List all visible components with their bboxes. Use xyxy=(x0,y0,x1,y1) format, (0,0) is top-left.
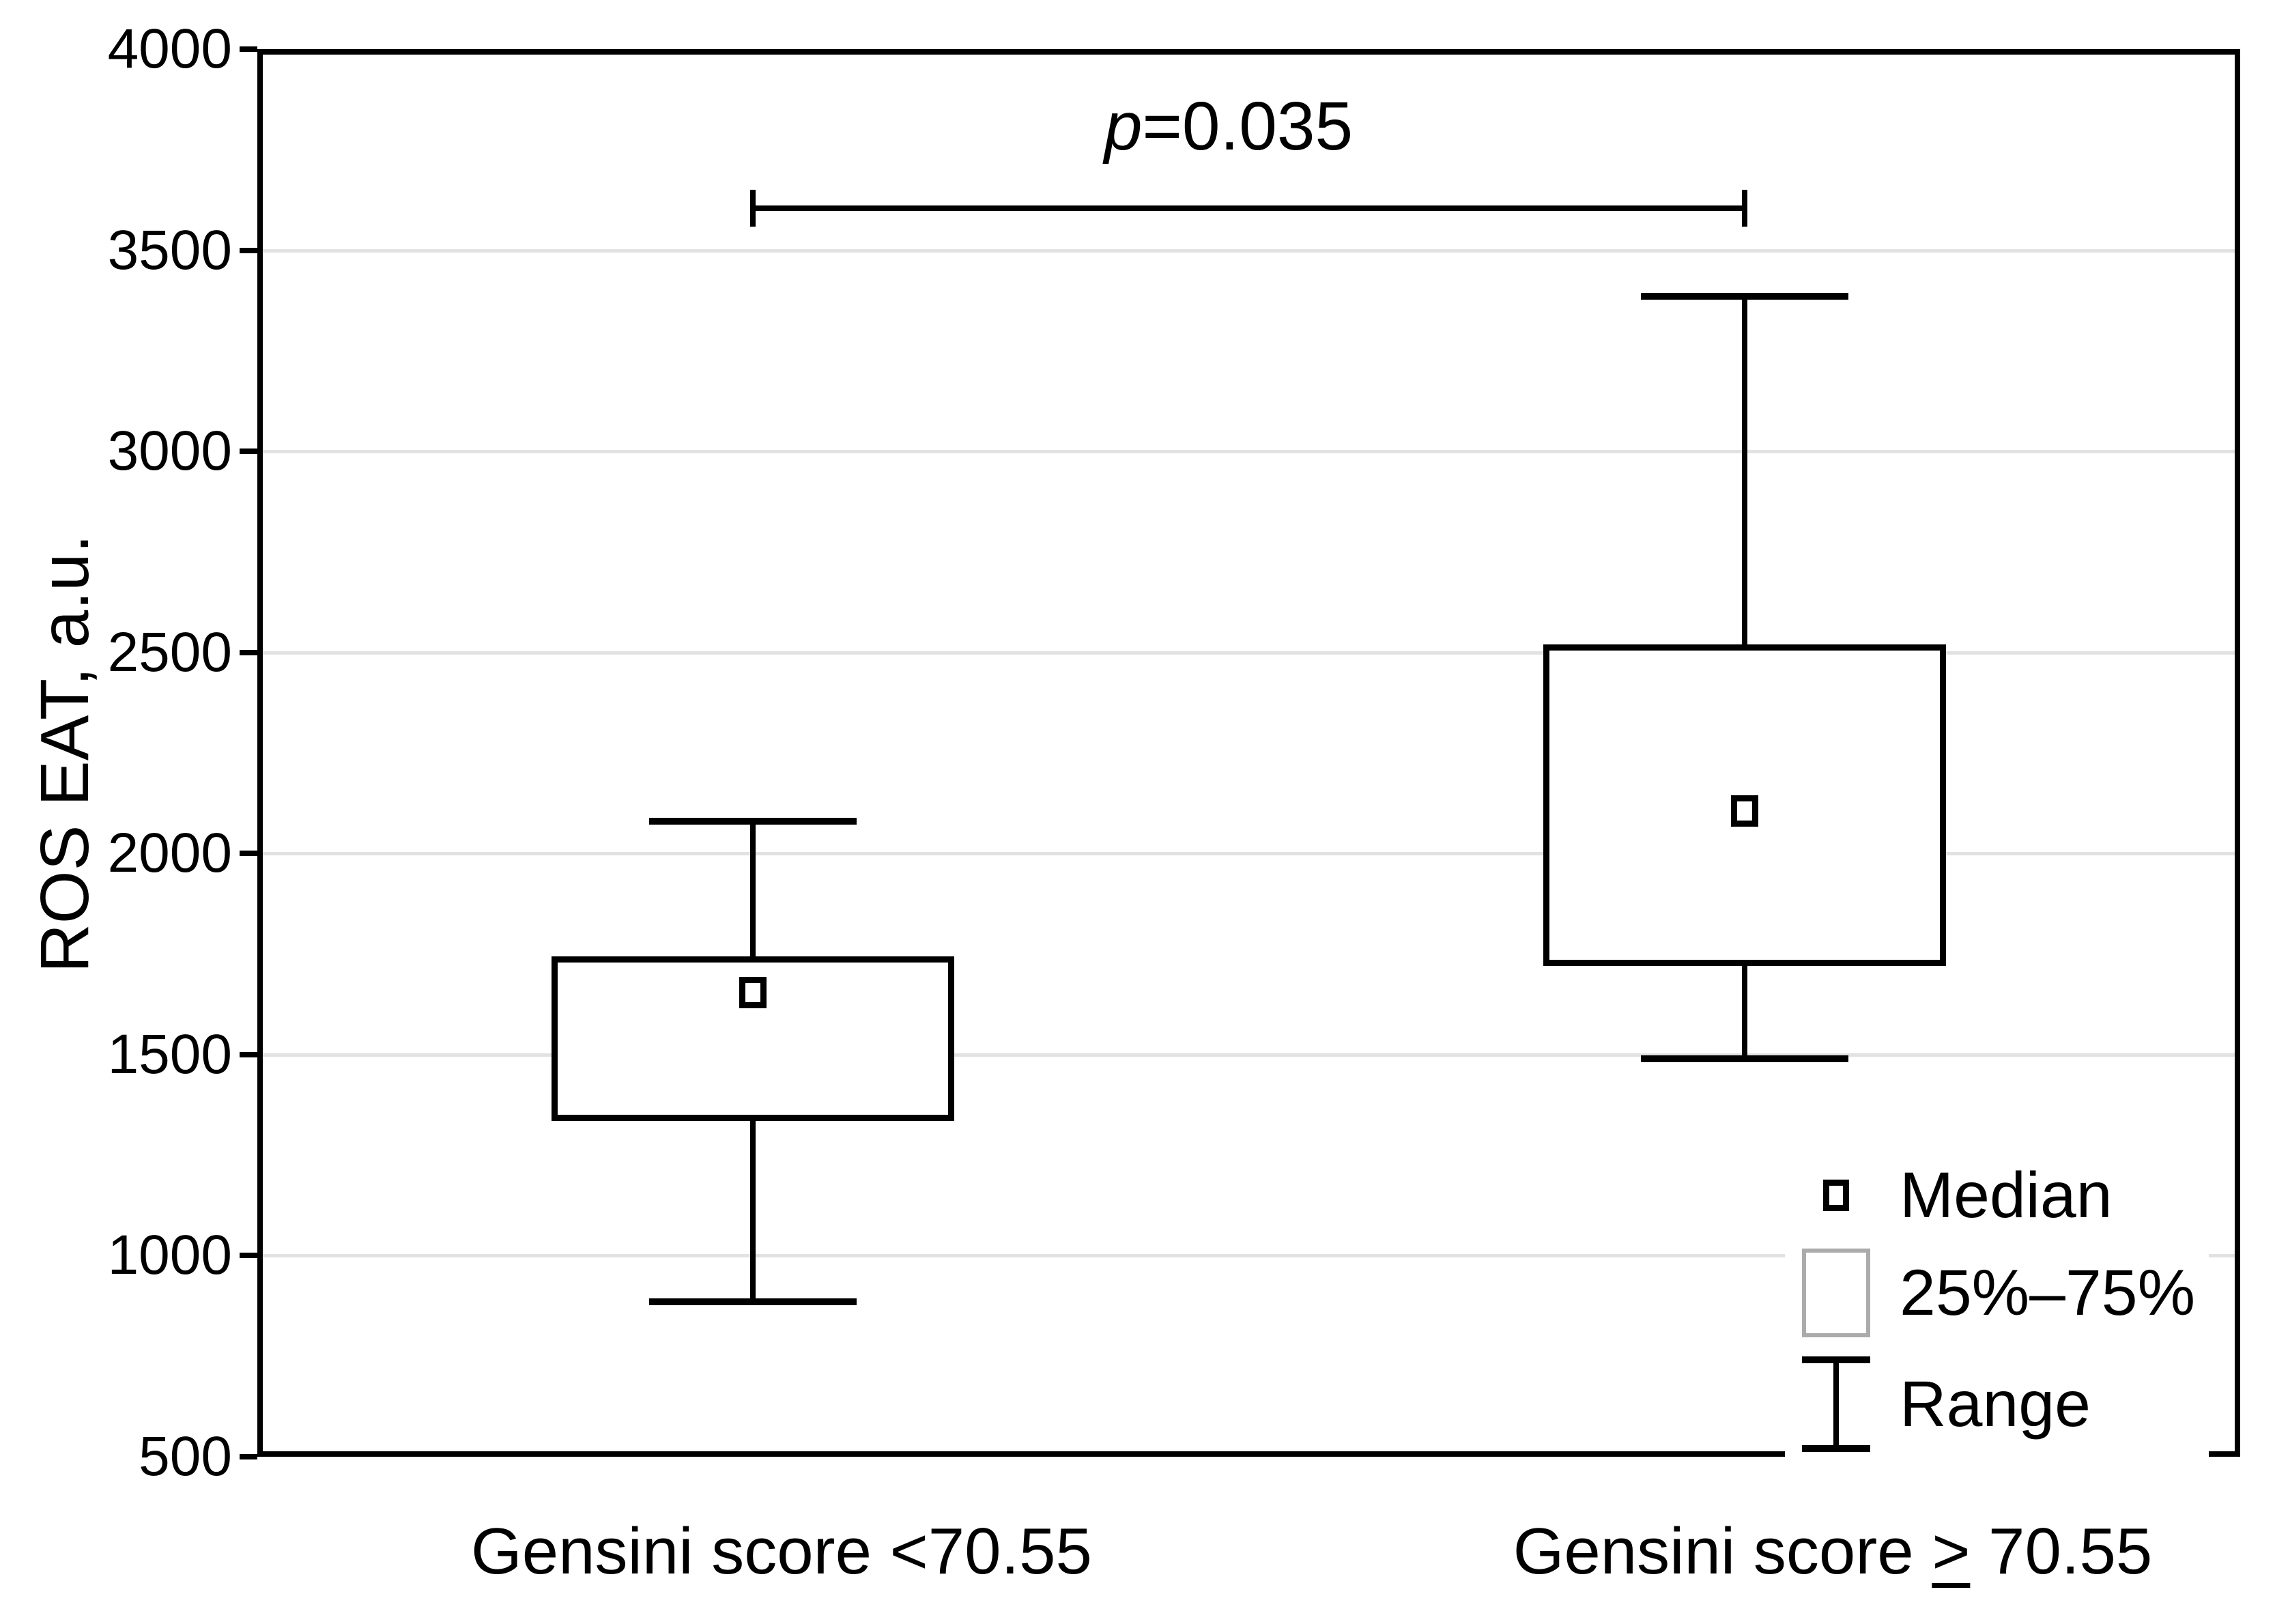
range-whisker-icon xyxy=(1802,1356,1870,1452)
significance-bracket-line xyxy=(753,205,1745,211)
series-0-lower-whisker xyxy=(750,1121,756,1302)
legend-label-range: Range xyxy=(1900,1368,2091,1440)
legend-label-median: Median xyxy=(1900,1159,2113,1231)
significance-bracket-right-tick xyxy=(1741,189,1747,227)
iqr-square-icon xyxy=(1802,1249,1870,1337)
y-tick-label-1000: 1000 xyxy=(107,1224,232,1287)
y-tick-500 xyxy=(240,1454,257,1459)
x-category-label-low: Gensini score <70.55 xyxy=(471,1515,1092,1588)
series-0-min-cap xyxy=(649,1298,857,1306)
y-tick-label-500: 500 xyxy=(139,1425,232,1487)
legend-label-iqr: 25%–75% xyxy=(1900,1257,2196,1329)
range-icon-line xyxy=(1833,1356,1839,1452)
series-1-upper-whisker xyxy=(1741,296,1747,644)
p-value-text: =0.035 xyxy=(1142,88,1354,165)
series-1-median-marker xyxy=(1730,795,1758,827)
y-tick-3000 xyxy=(240,448,257,455)
range-icon-bottom-cap xyxy=(1802,1445,1870,1452)
median-square-icon xyxy=(1823,1180,1849,1211)
y-tick-2500 xyxy=(240,649,257,655)
p-value-annotation: p=0.035 xyxy=(1104,87,1353,166)
gridline-3500 xyxy=(257,248,2240,253)
x-category-label-high-prefix: Gensini score xyxy=(1513,1515,1932,1588)
y-tick-label-4000: 4000 xyxy=(107,18,232,80)
median-marker-icon xyxy=(1823,1180,1849,1211)
series-0-upper-whisker xyxy=(750,821,756,956)
y-tick-label-3000: 3000 xyxy=(107,420,232,483)
series-0-max-cap xyxy=(649,818,857,825)
x-category-label-high-suffix: 70.55 xyxy=(1970,1515,2153,1588)
iqr-box-icon xyxy=(1802,1249,1870,1337)
legend: Median 25%–75% Range xyxy=(1785,1155,2209,1458)
y-tick-4000 xyxy=(240,46,257,52)
y-tick-label-2500: 2500 xyxy=(107,621,232,683)
series-1-max-cap xyxy=(1640,293,1848,300)
greater-equal-symbol: > xyxy=(1932,1515,1971,1588)
p-value-symbol: p xyxy=(1104,88,1143,165)
gridline-1500 xyxy=(257,1053,2240,1057)
y-tick-label-3500: 3500 xyxy=(107,218,232,281)
y-tick-label-1500: 1500 xyxy=(107,1023,232,1085)
gridline-2500 xyxy=(257,651,2240,655)
y-tick-1000 xyxy=(240,1253,257,1259)
x-category-label-high: Gensini score > 70.55 xyxy=(1513,1514,2153,1589)
significance-bracket-left-tick xyxy=(750,189,756,227)
gridline-3000 xyxy=(257,450,2240,454)
gridline-1000 xyxy=(257,1254,2240,1258)
y-tick-1500 xyxy=(240,1051,257,1057)
plot-frame xyxy=(257,49,2240,1457)
series-1-min-cap xyxy=(1640,1055,1848,1062)
gridline-2000 xyxy=(257,852,2240,856)
y-tick-3500 xyxy=(240,247,257,253)
range-ibeam-icon xyxy=(1802,1356,1870,1452)
series-1-lower-whisker xyxy=(1741,966,1747,1059)
series-0-median-marker xyxy=(739,976,767,1008)
y-tick-label-2000: 2000 xyxy=(107,822,232,885)
y-tick-2000 xyxy=(240,851,257,857)
